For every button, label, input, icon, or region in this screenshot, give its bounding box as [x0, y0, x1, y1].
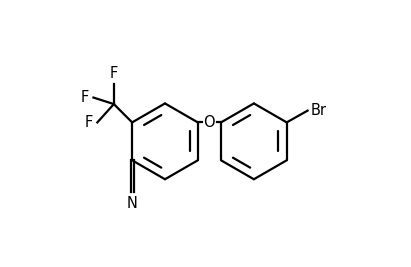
Text: F: F — [81, 90, 89, 105]
Text: O: O — [203, 115, 215, 130]
Text: F: F — [110, 66, 118, 81]
Text: N: N — [127, 196, 138, 211]
Text: F: F — [85, 115, 93, 130]
Text: Br: Br — [310, 103, 326, 118]
